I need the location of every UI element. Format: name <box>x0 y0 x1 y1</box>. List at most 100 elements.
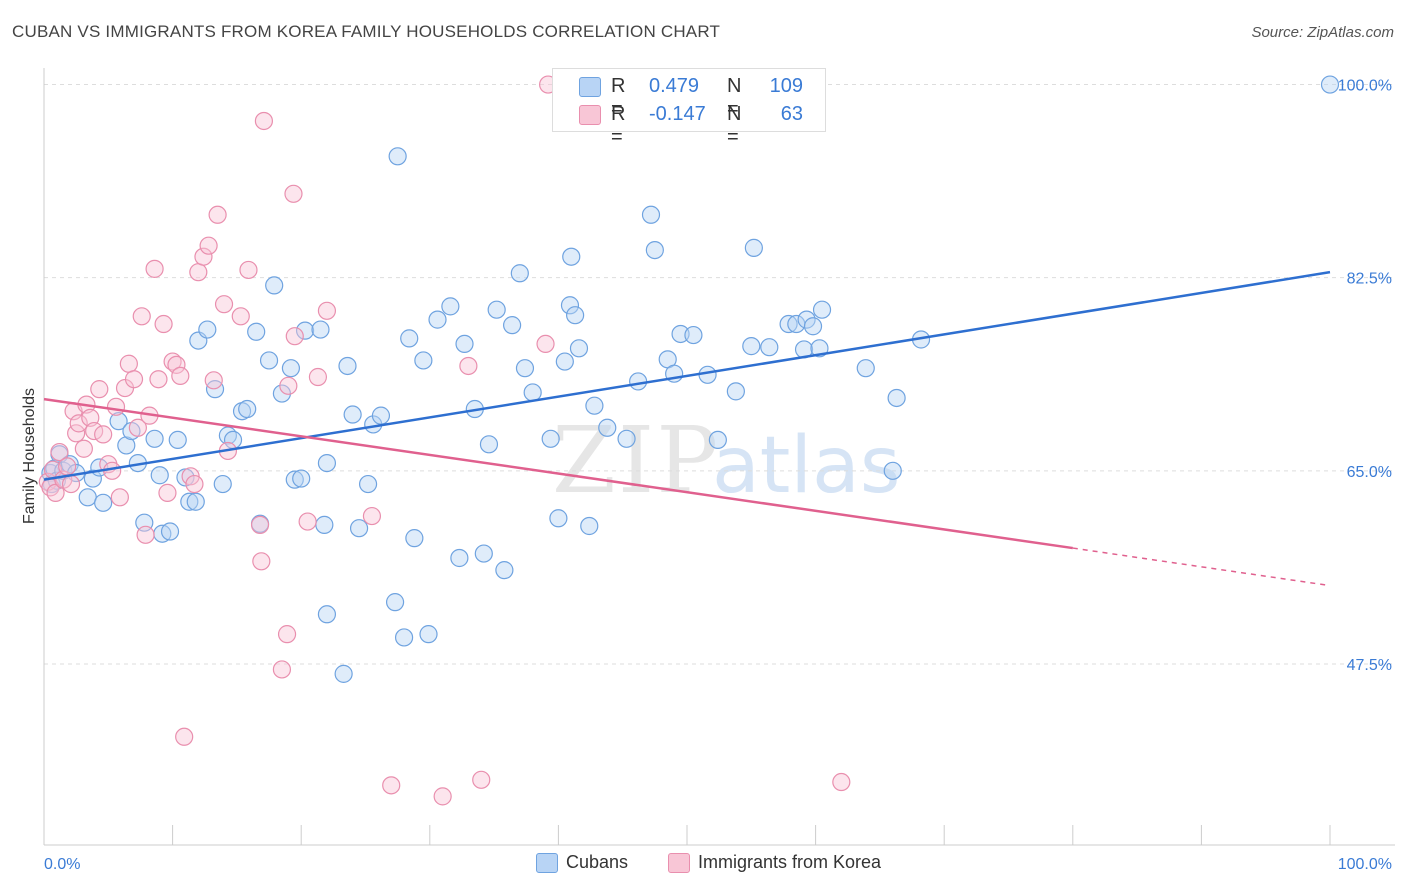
korea-point <box>158 483 177 502</box>
korea-point <box>472 770 491 789</box>
korea-point <box>208 205 227 224</box>
cubans-point <box>684 325 703 345</box>
source-label: Source: ZipAtlas.com <box>1251 24 1394 41</box>
cubans-point <box>779 314 798 334</box>
cubans-point <box>292 469 311 488</box>
cubans-point <box>311 320 330 339</box>
cubans-point <box>598 418 617 437</box>
cubans-point <box>334 664 353 683</box>
x-tick-label: 100.0% <box>1338 856 1392 873</box>
cubans-point <box>285 470 304 489</box>
korea-point <box>69 414 88 433</box>
cubans-r-value: 0.479 <box>649 75 700 97</box>
korea-point <box>94 425 113 444</box>
cubans-point <box>78 488 97 507</box>
cubans-point <box>523 383 542 402</box>
cubans-point <box>150 466 169 485</box>
trend-lines <box>43 270 1331 587</box>
korea-point <box>317 301 337 320</box>
korea-point <box>272 660 292 679</box>
cubans-point <box>1320 75 1340 94</box>
korea-point <box>58 457 77 476</box>
y-tick-label: 47.5% <box>1347 657 1392 674</box>
cubans-point <box>213 474 232 494</box>
cubans-point <box>371 406 391 425</box>
correlation-legend: R = 0.479 N = 109 R = -0.147 N = 63 <box>552 68 826 148</box>
cubans-n-value: 109 <box>769 75 803 97</box>
cubans-point <box>265 276 284 295</box>
tick-labels: 47.5% 65.0% 82.5% 100.0% 0.0% 100.0% <box>44 78 1392 873</box>
cubans-point <box>515 359 535 378</box>
cubans-point <box>569 339 589 358</box>
korea-point <box>382 776 401 795</box>
cubans-point <box>168 430 187 450</box>
korea-r-value: -0.147 <box>649 103 706 125</box>
korea-point <box>459 356 478 376</box>
korea-point <box>285 327 304 346</box>
cubans-point <box>726 382 745 401</box>
korea-point <box>145 259 164 278</box>
cubans-point <box>810 339 829 358</box>
korea-n-label: N = <box>727 103 742 148</box>
korea-point <box>136 525 155 544</box>
korea-point <box>362 506 382 526</box>
cubans-point <box>145 429 164 448</box>
cubans-point <box>441 297 460 316</box>
cubans-point <box>549 509 568 528</box>
cubans-point <box>94 493 113 512</box>
cubans-point <box>503 316 522 335</box>
cubans-point <box>385 593 405 612</box>
cubans-point <box>562 247 581 266</box>
korea-point <box>61 474 81 494</box>
korea-swatch <box>579 105 601 125</box>
watermark-zip: ZIP <box>552 407 720 514</box>
cubans-point <box>388 147 407 166</box>
cubans-point <box>394 628 414 647</box>
korea-point <box>185 474 204 494</box>
cubans-point <box>629 372 648 391</box>
korea-point <box>199 236 218 255</box>
cubans-point <box>760 338 779 357</box>
korea-trend-line <box>43 397 1073 550</box>
korea-point <box>204 371 223 390</box>
cubans-point <box>541 429 560 448</box>
cubans-point <box>338 356 357 376</box>
cubans-point <box>641 205 661 224</box>
cubans-points <box>41 75 1340 683</box>
cubans-point <box>487 300 506 319</box>
gridlines <box>44 84 1395 665</box>
cubans-point <box>744 238 763 257</box>
cubans-point <box>109 412 128 431</box>
chart-title: CUBAN VS IMMIGRANTS FROM KOREA FAMILY HO… <box>12 22 721 41</box>
cubans-point <box>358 474 378 494</box>
cubans-point <box>349 519 369 538</box>
korea-point <box>189 263 208 282</box>
korea-point <box>239 260 258 280</box>
cubans-r-label: R = <box>611 75 626 120</box>
korea-point <box>90 380 109 399</box>
korea-point <box>231 307 250 326</box>
axes <box>43 68 1395 846</box>
korea-point <box>106 397 126 416</box>
cubans-point <box>198 320 217 339</box>
cubans-point <box>495 561 514 580</box>
korea-point <box>194 247 213 266</box>
y-tick-label: 65.0% <box>1347 464 1392 481</box>
y-axis-label: Family Households <box>21 388 38 524</box>
korea-point <box>832 772 851 792</box>
korea-point <box>277 625 297 644</box>
cubans-point <box>812 300 832 319</box>
cubans-point <box>428 310 447 329</box>
cubans-point <box>742 337 761 356</box>
x-tick-label: 0.0% <box>44 856 80 873</box>
korea-point <box>110 488 129 507</box>
cubans-point <box>883 461 902 480</box>
cubans-point <box>856 359 875 378</box>
korea-point <box>50 442 69 462</box>
cubans-point <box>566 306 585 325</box>
cubans-point <box>617 429 636 448</box>
cubans-point <box>585 396 604 415</box>
cubans-point <box>645 240 664 260</box>
korea-point <box>175 727 194 746</box>
